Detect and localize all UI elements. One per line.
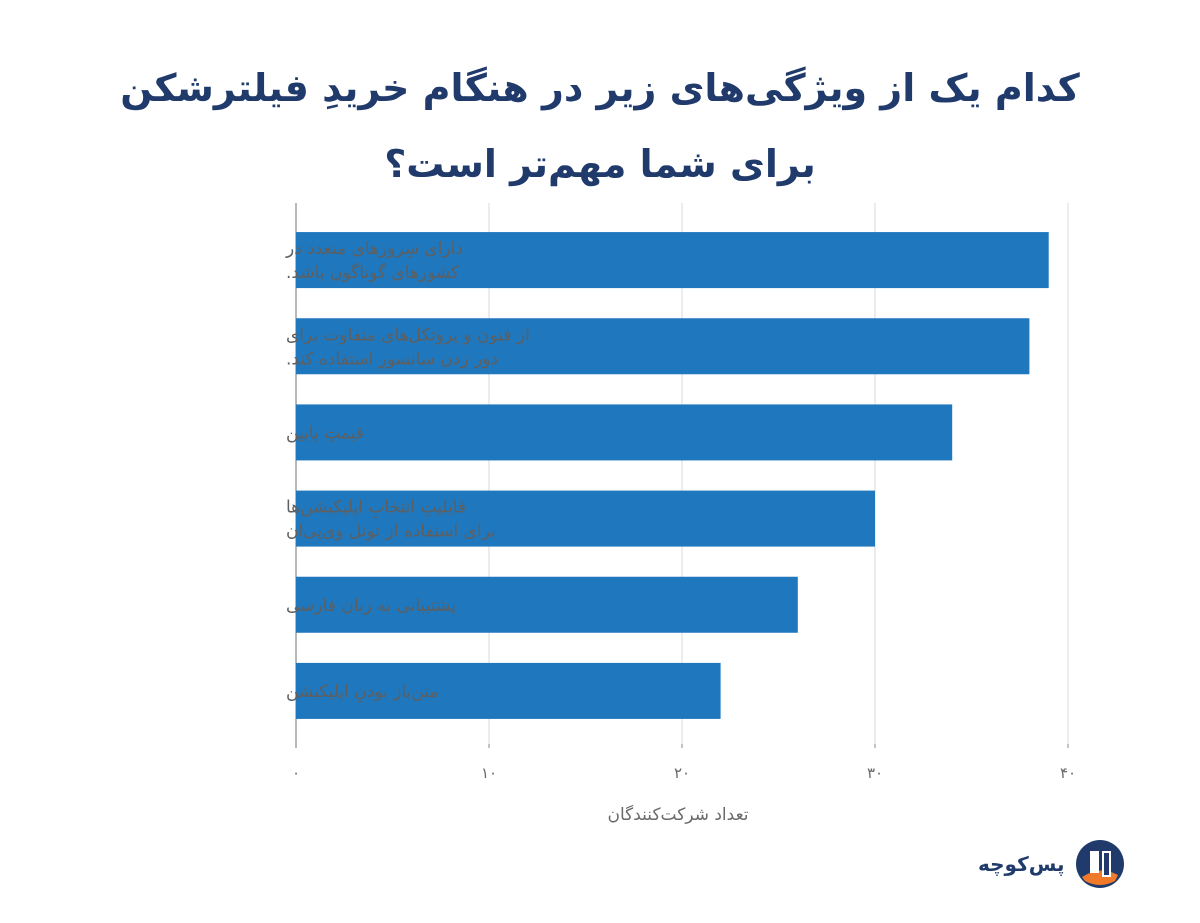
brand-name: پس‌کوچه <box>978 852 1065 876</box>
x-tick-label: ۴۰ <box>1060 764 1076 782</box>
category-label: پشتیبانی به زبان فارسی <box>286 596 456 616</box>
bar <box>296 404 953 461</box>
bar <box>296 232 1049 289</box>
x-tick-label: ۰ <box>292 764 300 782</box>
x-tick-label: ۳۰ <box>867 764 883 782</box>
category-label: متن‌باز بودنِ اپلیکیشن <box>286 682 439 704</box>
paskoocheh-logo-icon <box>1075 840 1124 888</box>
bar <box>296 318 1030 375</box>
x-tick-label: ۱۰ <box>481 764 497 782</box>
category-label: دارای سِرورهای متعدد در کشورهای گوناگون ب… <box>285 239 463 283</box>
bar <box>296 490 875 547</box>
category-label: قیمتِ پایین <box>286 423 364 443</box>
x-axis-title: تعداد شرکت‌کنندگان <box>608 804 749 825</box>
bar <box>296 662 721 719</box>
chart-title: کدام یک از ویژگی‌های زیر در هنگام خریدِ … <box>120 66 1080 186</box>
category-label: از فنون و پروتکل‌های متفاوت برای دور زدن … <box>286 325 530 369</box>
x-tick-label: ۲۰ <box>674 764 690 782</box>
brand: پس‌کوچه <box>978 838 1125 890</box>
bar <box>296 576 798 633</box>
category-label: قابلیتِ انتخابِ اپلیکیشن‌ها برای استفاده … <box>286 498 496 542</box>
